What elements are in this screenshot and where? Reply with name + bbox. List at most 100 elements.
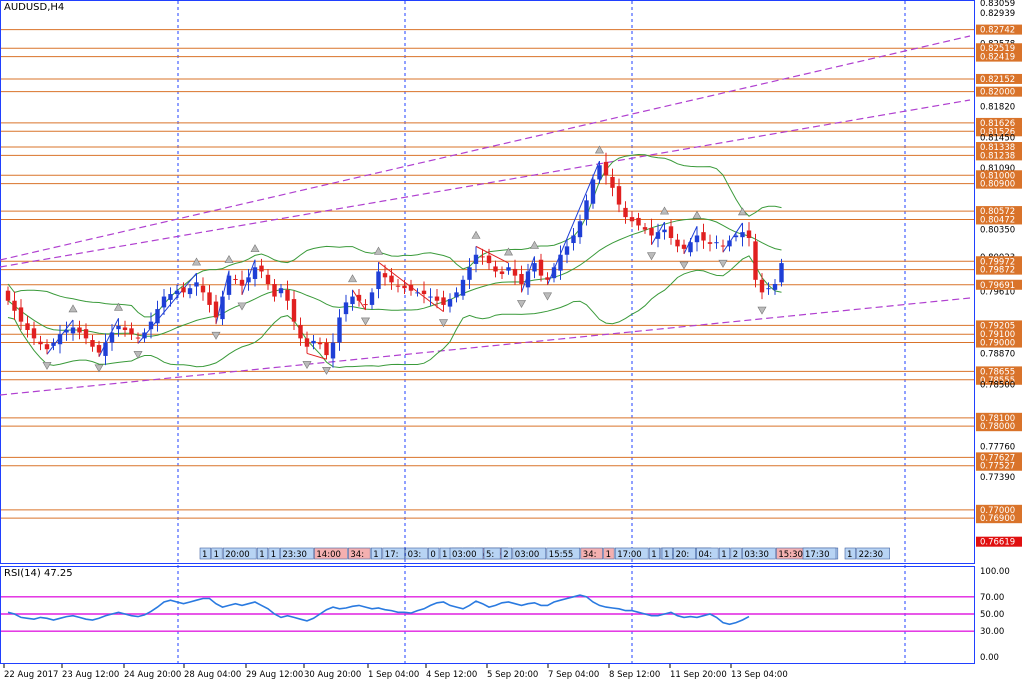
time-tag-box bbox=[603, 547, 615, 560]
candle-body bbox=[38, 341, 43, 345]
fractal-up-marker bbox=[594, 145, 605, 154]
zigzag-segment bbox=[722, 222, 743, 253]
time-tick-label: 4 Sep 12:00 bbox=[426, 670, 477, 680]
candle-body bbox=[564, 246, 570, 255]
price-tick-label: 0.81090 bbox=[980, 164, 1015, 174]
candle-body bbox=[408, 284, 414, 291]
candle-body bbox=[31, 328, 37, 339]
level-label-bg bbox=[976, 43, 1022, 54]
time-tag-label: 1 bbox=[721, 550, 726, 560]
price-tick-label: 0.78000 bbox=[980, 422, 1015, 432]
level-label-bg bbox=[976, 412, 1022, 423]
time-tag-box bbox=[673, 547, 696, 560]
zigzag-segment bbox=[137, 272, 197, 344]
candle-body bbox=[525, 271, 531, 288]
candle-body bbox=[467, 267, 472, 280]
trend-channel-lines bbox=[0, 35, 971, 396]
candle-body bbox=[77, 327, 82, 333]
zigzag-segment bbox=[98, 318, 119, 357]
time-tick-label: 13 Sep 04:00 bbox=[731, 670, 788, 680]
candle-body bbox=[610, 176, 615, 188]
level-label-bg bbox=[976, 513, 1022, 524]
level-label-bg bbox=[976, 24, 1022, 35]
candle-body bbox=[597, 165, 602, 180]
price-tick-label: 0.78100 bbox=[980, 414, 1015, 424]
candle-body bbox=[688, 242, 693, 253]
price-tick-label: 0.81338 bbox=[980, 143, 1015, 153]
time-tag-label: 17:00 bbox=[617, 550, 642, 560]
fractal-up-marker bbox=[503, 247, 514, 256]
level-label-bg bbox=[976, 264, 1022, 275]
candle-body bbox=[636, 217, 641, 226]
fractal-down-marker bbox=[302, 361, 312, 370]
time-tag-box bbox=[348, 547, 371, 560]
price-tick-label: 0.83059 bbox=[980, 0, 1015, 9]
time-tag-label: 1 bbox=[202, 550, 207, 560]
price-tick-label: 0.82419 bbox=[980, 53, 1015, 63]
fractal-up-marker bbox=[250, 244, 260, 253]
level-label-bg bbox=[976, 337, 1022, 348]
candle-body bbox=[759, 279, 765, 293]
price-tick-label: 0.80900 bbox=[980, 180, 1015, 190]
candle-body bbox=[44, 344, 50, 350]
candle-body bbox=[577, 221, 583, 238]
time-tick-label: 7 Sep 04:00 bbox=[548, 670, 599, 680]
candle-body bbox=[480, 256, 485, 258]
time-tag-box bbox=[648, 547, 661, 560]
candle-body bbox=[226, 275, 232, 295]
price-tick-label: 0.77627 bbox=[980, 453, 1015, 463]
price-tick-label: 0.79972 bbox=[980, 257, 1015, 267]
price-tick-label: 0.82152 bbox=[980, 75, 1015, 85]
time-tag-label: 03:30 bbox=[744, 550, 769, 560]
candle-body bbox=[668, 226, 674, 239]
price-tick-label: 0.81820 bbox=[980, 103, 1015, 113]
candle-body bbox=[103, 342, 108, 356]
candle-body bbox=[291, 299, 297, 322]
candle-body bbox=[382, 273, 388, 278]
time-tag-label: 04: bbox=[698, 550, 712, 560]
candle-body bbox=[194, 282, 199, 287]
time-tag-label: 15:30 bbox=[778, 550, 803, 560]
candle-body bbox=[18, 307, 24, 322]
bollinger-lower bbox=[7, 255, 782, 369]
time-tags-row: 1120:001123:3014:0034:117:03:012004:3003… bbox=[199, 547, 890, 560]
candle-body bbox=[753, 241, 758, 280]
time-tick-label: 23 Aug 12:00 bbox=[62, 670, 119, 680]
fractal-up-marker bbox=[347, 274, 358, 283]
price-tick-label: 0.79691 bbox=[980, 281, 1015, 291]
fractal-down-marker bbox=[438, 319, 449, 328]
candle-body bbox=[766, 288, 771, 290]
candle-body bbox=[207, 292, 212, 305]
time-tag-box bbox=[211, 547, 223, 560]
time-tag-label: 14:00 bbox=[316, 550, 341, 560]
candle-body bbox=[83, 329, 89, 339]
candle-body bbox=[57, 334, 63, 345]
candle-body bbox=[142, 332, 147, 339]
time-tick-label: 30 Aug 20:00 bbox=[304, 670, 361, 680]
channel-line bbox=[0, 99, 971, 268]
price-tick-label: 0.80350 bbox=[980, 226, 1015, 236]
time-tag-label: 03:00 bbox=[452, 550, 477, 560]
price-tick-label: 0.79100 bbox=[980, 330, 1015, 340]
current-price-label: 0.76619 bbox=[980, 538, 1015, 548]
level-label-bg bbox=[976, 150, 1022, 161]
candle-body bbox=[701, 232, 706, 241]
candle-body bbox=[122, 327, 128, 331]
candle-body bbox=[519, 273, 524, 285]
candle-body bbox=[369, 292, 375, 305]
candle-body bbox=[12, 300, 17, 311]
candle-body bbox=[460, 279, 466, 296]
time-tag-box bbox=[222, 547, 257, 560]
candle-body bbox=[707, 242, 713, 244]
candle-body bbox=[161, 296, 167, 308]
candle-body bbox=[213, 301, 219, 318]
candle-body bbox=[64, 330, 69, 333]
candle-body bbox=[434, 296, 440, 301]
time-tick-label: 29 Aug 12:00 bbox=[246, 670, 303, 680]
candle-body bbox=[727, 240, 732, 247]
candle-body bbox=[90, 340, 95, 347]
time-tag-box bbox=[500, 547, 513, 560]
time-tick-label: 1 Sep 04:00 bbox=[368, 670, 419, 680]
horizontal-levels bbox=[1, 29, 974, 519]
